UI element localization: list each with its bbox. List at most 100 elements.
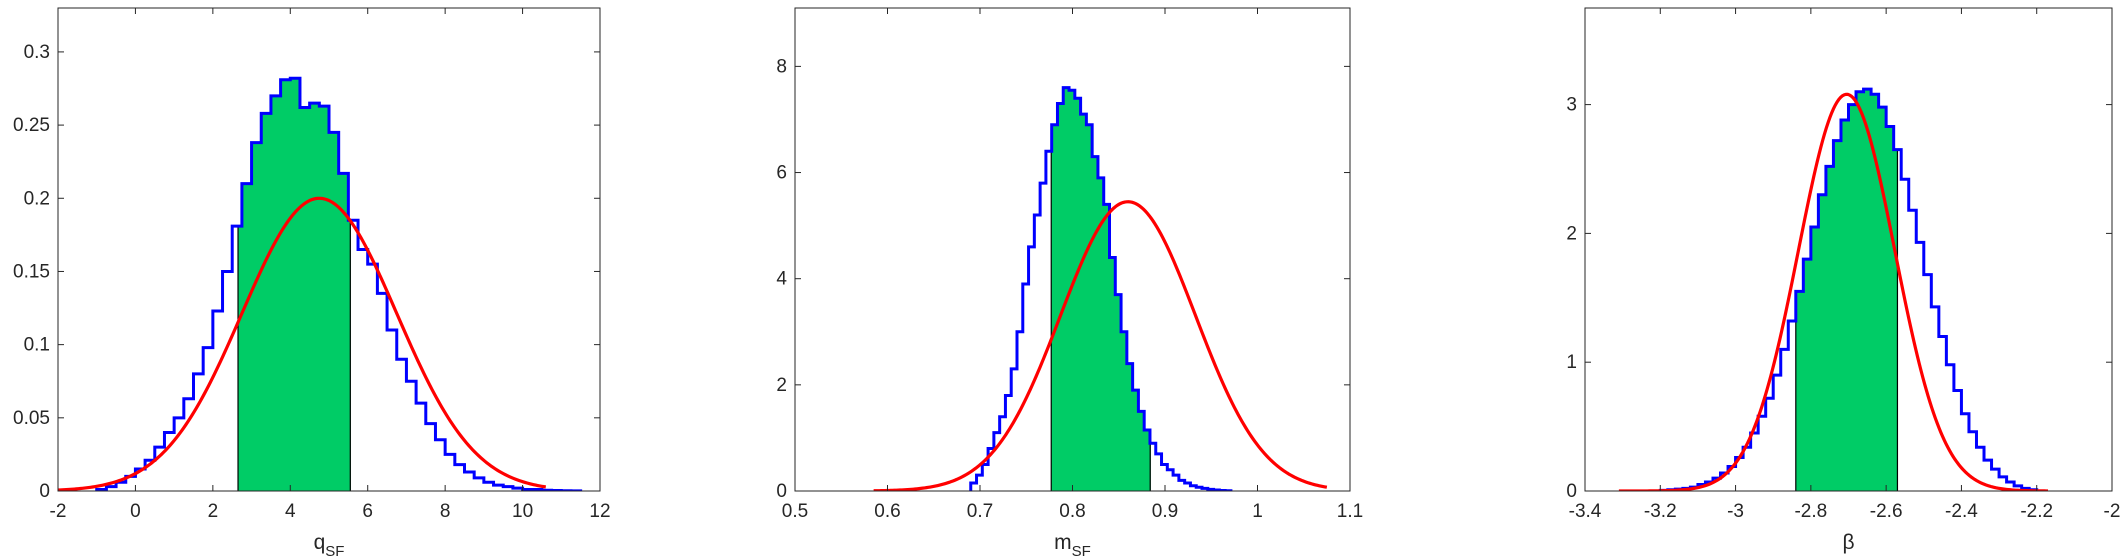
- axes-box: [1584, 7, 2113, 492]
- interval-bar: [1057, 103, 1064, 491]
- interval-bar: [1856, 91, 1865, 491]
- histogram-stairs-line: [1658, 87, 2039, 491]
- gaussian-fit-line: [1618, 92, 2049, 491]
- interval-bar: [1144, 429, 1151, 491]
- x-axis-label: qSF: [314, 531, 345, 560]
- chart-panel-beta: -3.4 -3.2 -3 -2.8 -2.6 -2.4 -2.2 -2 0 1 2 3 β: [1566, 7, 2121, 554]
- interval-bar: [1051, 124, 1059, 491]
- x-tick-label: 2: [208, 501, 219, 522]
- x-axis-label-main: β: [1842, 531, 1854, 554]
- interval-bar: [319, 106, 330, 491]
- x-tick-label: 4: [285, 501, 296, 522]
- interval-bar: [1080, 114, 1087, 491]
- interval-bar: [1825, 166, 1835, 491]
- x-tick-label: 1: [1252, 501, 1263, 522]
- interval-bar: [1810, 226, 1819, 491]
- interval-bar: [1097, 177, 1105, 491]
- interval-bar: [329, 132, 340, 491]
- y-tick-label: 2: [776, 375, 787, 396]
- y-tick-label: 0.2: [24, 188, 50, 209]
- interval-bar: [1115, 294, 1122, 491]
- interval-bar: [338, 173, 349, 491]
- interval-bar: [241, 183, 253, 491]
- interval-bar: [1878, 107, 1887, 491]
- x-tick-label: -2.8: [1794, 501, 1827, 522]
- x-tick-label: -3: [1727, 501, 1744, 522]
- x-tick-label: 0: [130, 501, 141, 522]
- interval-bar: [1893, 149, 1899, 491]
- interval-bar: [251, 142, 262, 491]
- y-tick-label: 0.1: [24, 335, 50, 356]
- x-tick-label: -2: [2104, 501, 2121, 522]
- y-tick-label: 8: [776, 56, 787, 77]
- x-tick-label: 12: [589, 501, 610, 522]
- interval-bar: [1103, 204, 1111, 491]
- x-tick-label: 6: [362, 501, 373, 522]
- interval-bar: [1138, 411, 1145, 491]
- interval-bar: [1063, 87, 1070, 491]
- x-tick-label: 0.8: [1059, 501, 1085, 522]
- interval-bar: [1109, 257, 1116, 491]
- interval-bar: [1871, 94, 1880, 491]
- interval-bar: [1840, 120, 1850, 491]
- interval-bar: [1803, 259, 1812, 491]
- interval-bar: [1126, 363, 1134, 491]
- y-tick-label: 0: [776, 481, 787, 502]
- interval-bar: [1863, 89, 1872, 491]
- axes-box: [57, 7, 601, 492]
- y-tick-label: 3: [1566, 95, 1577, 116]
- interval-bar: [348, 220, 351, 491]
- x-tick-label: 8: [440, 501, 451, 522]
- interval-bar: [1848, 104, 1857, 491]
- x-tick-label: -2: [50, 501, 67, 522]
- x-tick-label: -2.6: [1870, 501, 1903, 522]
- x-tick-label: -2.2: [2020, 501, 2053, 522]
- interval-bar: [1086, 124, 1093, 491]
- y-tick-label: 0.3: [24, 42, 50, 63]
- interval-bar: [238, 226, 243, 491]
- y-tick-label: 0.15: [13, 261, 50, 282]
- interval-bar: [1132, 390, 1140, 491]
- x-axis-label: mSF: [1054, 531, 1091, 560]
- y-tick-label: 0.05: [13, 408, 50, 429]
- y-tick-label: 4: [776, 269, 787, 290]
- interval-bar: [1092, 156, 1099, 491]
- interval-bar: [1795, 291, 1804, 491]
- y-tick-label: 6: [776, 163, 787, 184]
- x-axis-label-sub: SF: [325, 543, 344, 560]
- x-tick-label: 0.9: [1152, 501, 1178, 522]
- x-axis-label-sub: SF: [1072, 543, 1091, 560]
- interval-bar: [270, 95, 282, 491]
- x-tick-label: -2.4: [1945, 501, 1978, 522]
- plot-area: [1618, 87, 2049, 491]
- interval-bar: [261, 113, 272, 491]
- y-tick-label: 2: [1566, 223, 1577, 244]
- histogram-stairs-line: [95, 76, 583, 491]
- x-axis-label-main: m: [1054, 531, 1072, 554]
- y-tick-label: 0: [39, 481, 50, 502]
- interval-bar: [309, 103, 320, 491]
- x-tick-label: 0.6: [874, 501, 900, 522]
- plot-area: [873, 86, 1328, 491]
- gaussian-fit-line: [58, 196, 547, 491]
- interval-bar: [290, 78, 301, 491]
- y-tick-label: 0: [1566, 481, 1577, 502]
- interval-bar: [1069, 90, 1076, 491]
- y-tick-label: 0.25: [13, 115, 50, 136]
- y-tick-label: 1: [1566, 352, 1577, 373]
- x-axis-label: β: [1842, 531, 1854, 554]
- interval-bar: [1886, 126, 1895, 491]
- interval-bar: [1818, 194, 1827, 491]
- interval-bar: [1074, 98, 1082, 491]
- x-tick-label: 10: [512, 501, 533, 522]
- plot-area: [58, 76, 583, 491]
- x-tick-label: 1.1: [1337, 501, 1363, 522]
- x-axis-label-main: q: [314, 531, 326, 554]
- chart-panel-m-sf: 0.5 0.6 0.7 0.8 0.9 1 1.1 0 2 4 6 8 mSF: [776, 7, 1363, 560]
- x-tick-label: -3.2: [1644, 501, 1677, 522]
- interval-bar: [280, 79, 291, 491]
- interval-bar: [1833, 140, 1842, 491]
- interval-bar: [299, 107, 311, 491]
